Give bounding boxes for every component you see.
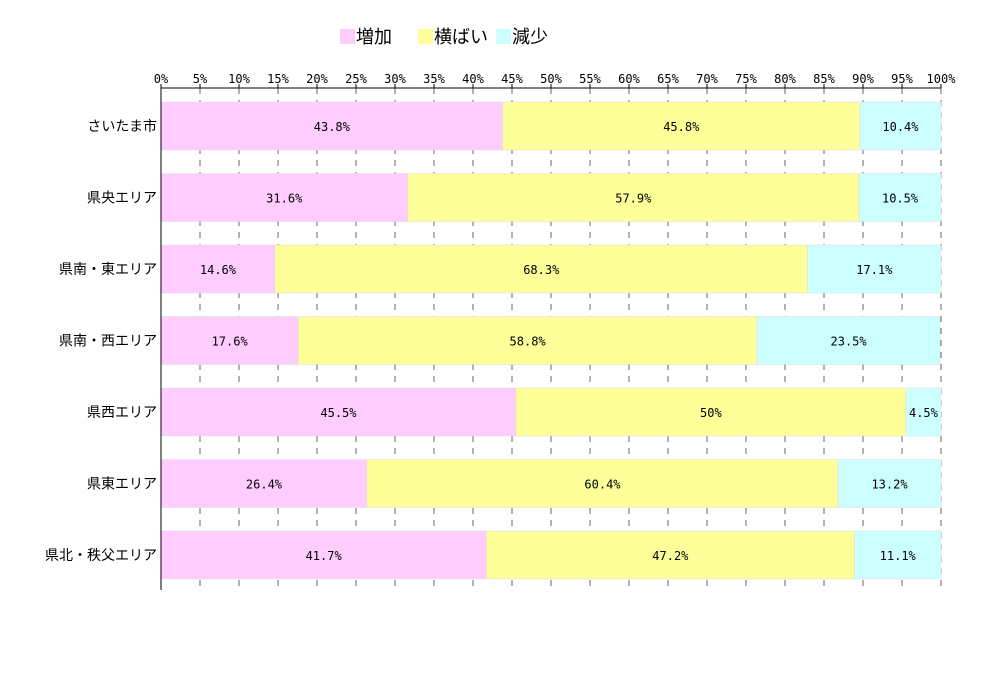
- data-label: 45.8%: [663, 120, 700, 134]
- bar-segment: [160, 316, 299, 365]
- x-tick-label: 60%: [618, 72, 640, 86]
- data-label: 57.9%: [615, 192, 652, 206]
- x-tick-label: 75%: [735, 72, 757, 86]
- data-label: 23.5%: [831, 335, 868, 349]
- legend-label-1: 増加: [356, 27, 392, 48]
- bar-segment: [756, 316, 941, 365]
- x-tick-label: 55%: [579, 72, 601, 86]
- bar-segment: [858, 173, 942, 222]
- bar-segment: [837, 459, 942, 508]
- x-tick-label: 0%: [154, 72, 169, 86]
- x-tick-label: 40%: [462, 72, 484, 86]
- category-label: 県南・東エリア: [59, 262, 157, 278]
- bar-segment: [502, 101, 861, 151]
- data-label: 4.5%: [909, 406, 939, 420]
- x-tick-label: 25%: [345, 72, 367, 86]
- bar-segment: [160, 101, 503, 151]
- x-tick-label: 45%: [501, 72, 523, 86]
- data-label: 31.6%: [266, 192, 303, 206]
- legend-swatch-1: [340, 29, 355, 44]
- x-tick-label: 10%: [228, 72, 250, 86]
- bar-segment: [407, 173, 860, 222]
- data-label: 47.2%: [652, 549, 689, 563]
- axes: [160, 84, 942, 590]
- x-tick-label: 90%: [852, 72, 874, 86]
- data-label: 17.6%: [212, 335, 249, 349]
- data-label: 68.3%: [523, 263, 560, 277]
- bar-segment: [160, 244, 276, 294]
- data-label: 17.1%: [856, 263, 893, 277]
- bar-segment: [160, 530, 487, 580]
- category-label: 県北・秩父エリア: [45, 548, 157, 564]
- x-tick-label: 65%: [657, 72, 679, 86]
- bar-segment: [515, 387, 907, 437]
- bars: 43.8% 45.8% 10.4% 31.6% 57.9% 10.5% 14.6% 68.3%…: [160, 101, 942, 580]
- data-label: 60.4%: [584, 478, 621, 492]
- data-label: 41.7%: [306, 549, 343, 563]
- category-label: 県西エリア: [87, 405, 157, 421]
- x-tick-label: 35%: [423, 72, 445, 86]
- category-label: さいたま市: [87, 118, 157, 135]
- x-tick-label: 15%: [267, 72, 289, 86]
- bar-segment: [854, 530, 942, 580]
- category-label: 県央エリア: [87, 191, 157, 207]
- data-label: 45.5%: [320, 406, 357, 420]
- legend-swatch-3: [496, 29, 511, 44]
- bar-segment: [366, 459, 839, 508]
- data-label: 10.4%: [882, 120, 919, 134]
- data-label: 43.8%: [314, 120, 351, 134]
- data-label: 26.4%: [246, 478, 283, 492]
- bar-segment: [486, 530, 855, 580]
- x-tick-label: 95%: [891, 72, 913, 86]
- bar-segment: [160, 173, 408, 222]
- data-label: 13.2%: [871, 478, 908, 492]
- legend: 増加 横ばい 減少: [340, 27, 548, 48]
- data-label: 14.6%: [200, 263, 237, 277]
- x-tick-label: 20%: [306, 72, 328, 86]
- x-axis-tick-labels: 0% 5% 10% 15% 20% 25% 30% 35% 40% 45% 50% 55% 60% 65%…: [154, 72, 956, 86]
- legend-swatch-2: [418, 29, 433, 44]
- category-label: 県東エリア: [87, 477, 157, 493]
- legend-label-2: 横ばい: [434, 27, 488, 48]
- bar-segment: [807, 244, 942, 294]
- data-label: 11.1%: [880, 549, 917, 563]
- x-tick-label: 5%: [193, 72, 208, 86]
- x-tick-label: 70%: [696, 72, 718, 86]
- data-label: 10.5%: [882, 192, 919, 206]
- legend-label-3: 減少: [512, 27, 548, 48]
- x-tick-label: 50%: [540, 72, 562, 86]
- bar-segment: [274, 244, 808, 294]
- x-tick-label: 80%: [774, 72, 796, 86]
- x-tick-label: 100%: [927, 72, 957, 86]
- x-tick-label: 85%: [813, 72, 835, 86]
- x-tick-label: 30%: [384, 72, 406, 86]
- bar-segment: [859, 101, 942, 151]
- bar-segment: [160, 387, 517, 437]
- category-labels: さいたま市県央エリア県南・東エリア県南・西エリア県西エリア県東エリア県北・秩父エ…: [45, 118, 157, 564]
- bar-segment: [905, 387, 942, 437]
- data-label: 58.8%: [510, 335, 547, 349]
- data-label: 50%: [700, 406, 722, 420]
- category-label: 県南・西エリア: [59, 334, 157, 350]
